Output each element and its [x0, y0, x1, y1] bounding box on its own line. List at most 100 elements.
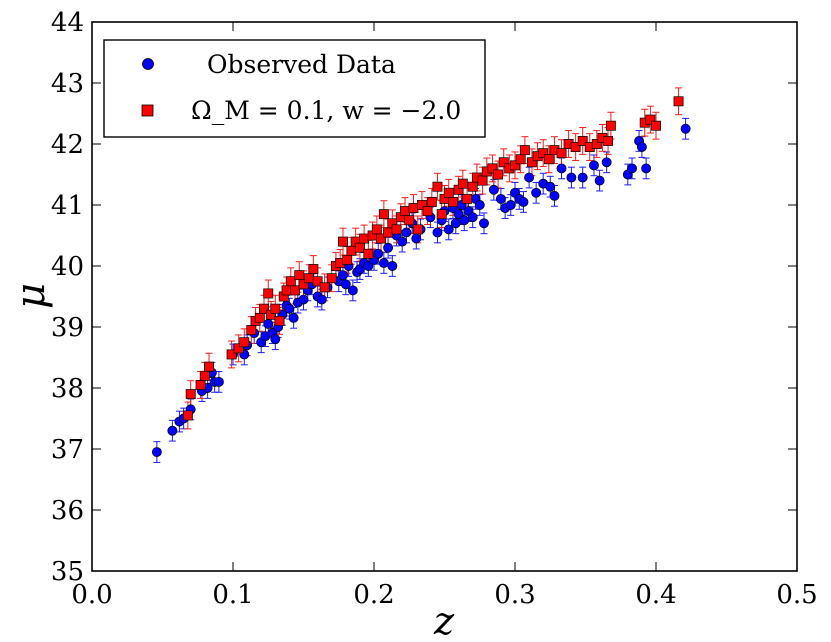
data-point	[270, 303, 281, 314]
data-point	[412, 224, 423, 235]
plot-frame	[91, 21, 798, 572]
y-tick-label: 37	[51, 435, 84, 465]
data-point	[226, 349, 237, 360]
data-point	[404, 215, 415, 226]
data-point	[680, 123, 691, 134]
data-point	[391, 224, 402, 235]
data-point	[383, 242, 394, 253]
data-point	[493, 169, 504, 180]
data-point	[346, 245, 357, 256]
data-point	[651, 120, 661, 131]
x-tick-label: 0.0	[71, 580, 112, 610]
data-point	[401, 227, 412, 238]
data-point	[426, 197, 437, 207]
data-point	[538, 148, 549, 159]
data-point	[342, 254, 353, 265]
data-point	[570, 142, 581, 152]
data-point	[263, 288, 274, 299]
data-point	[233, 343, 244, 354]
x-tick-label: 0.2	[353, 580, 394, 610]
data-point	[359, 233, 370, 244]
data-point	[298, 279, 309, 290]
data-point	[524, 172, 535, 183]
data-point	[519, 145, 530, 156]
data-point	[340, 279, 351, 290]
y-tick-label: 44	[51, 8, 84, 38]
legend: Observed Data Ω_M = 0.1, w = −2.0	[103, 39, 486, 138]
data-point	[457, 178, 468, 189]
data-point	[294, 270, 305, 281]
y-tick-label: 39	[51, 313, 84, 343]
data-point	[338, 270, 348, 281]
data-point	[432, 227, 443, 238]
data-point	[204, 361, 214, 372]
y-tick-label: 41	[51, 191, 84, 221]
data-point	[213, 376, 224, 387]
legend-marker-model	[141, 104, 154, 117]
data-point	[151, 447, 162, 457]
data-point	[274, 315, 285, 326]
data-point	[645, 114, 656, 125]
legend-box	[103, 39, 486, 138]
legend-marker-observed	[142, 58, 154, 70]
data-point	[603, 136, 614, 146]
data-point	[526, 157, 537, 168]
data-point	[290, 285, 300, 296]
data-point	[397, 236, 408, 247]
data-point	[498, 157, 509, 168]
series-observed-data	[151, 123, 691, 457]
data-point	[467, 181, 478, 192]
data-point	[448, 197, 458, 207]
legend-label-observed: Observed Data	[207, 50, 396, 79]
data-point	[376, 233, 387, 244]
data-point	[308, 264, 319, 275]
data-point	[474, 200, 485, 210]
data-point	[298, 294, 309, 305]
data-point	[589, 160, 599, 171]
data-point	[312, 276, 323, 287]
data-point	[363, 261, 374, 271]
y-tick-label: 42	[51, 130, 84, 160]
data-point	[545, 181, 556, 192]
data-point	[549, 190, 560, 201]
x-tick-label: 0.4	[635, 580, 676, 610]
data-point	[288, 312, 299, 323]
data-point	[195, 380, 206, 390]
data-point	[270, 334, 281, 345]
data-point	[510, 160, 520, 171]
y-axis-label: μ	[8, 283, 54, 309]
y-tick-label: 40	[51, 252, 84, 282]
data-point	[459, 215, 470, 226]
data-point	[316, 294, 327, 305]
data-point	[182, 410, 193, 421]
data-point	[443, 187, 454, 198]
data-point	[416, 200, 427, 210]
data-point	[577, 172, 588, 183]
x-axis-label: z	[433, 599, 455, 642]
data-point	[319, 282, 330, 293]
data-point	[387, 261, 398, 271]
data-point	[371, 224, 382, 235]
data-point	[436, 209, 447, 220]
data-point	[338, 236, 348, 247]
data-point	[432, 181, 443, 192]
legend-label-model: Ω_M = 0.1, w = −2.0	[191, 96, 461, 125]
data-point	[556, 163, 567, 174]
data-point	[543, 154, 554, 165]
data-point	[531, 187, 542, 198]
data-point	[591, 139, 602, 149]
y-tick-label: 36	[51, 496, 84, 526]
data-point	[467, 212, 478, 223]
y-tick-label: 38	[51, 374, 84, 404]
data-point	[284, 303, 295, 314]
data-point	[383, 227, 394, 238]
data-point	[450, 218, 461, 229]
data-point	[462, 193, 473, 204]
data-point	[673, 96, 684, 107]
data-point	[347, 285, 358, 296]
data-point	[627, 163, 637, 174]
data-point	[605, 120, 616, 131]
data-point	[577, 136, 588, 146]
x-tick-label: 0.5	[776, 580, 817, 610]
